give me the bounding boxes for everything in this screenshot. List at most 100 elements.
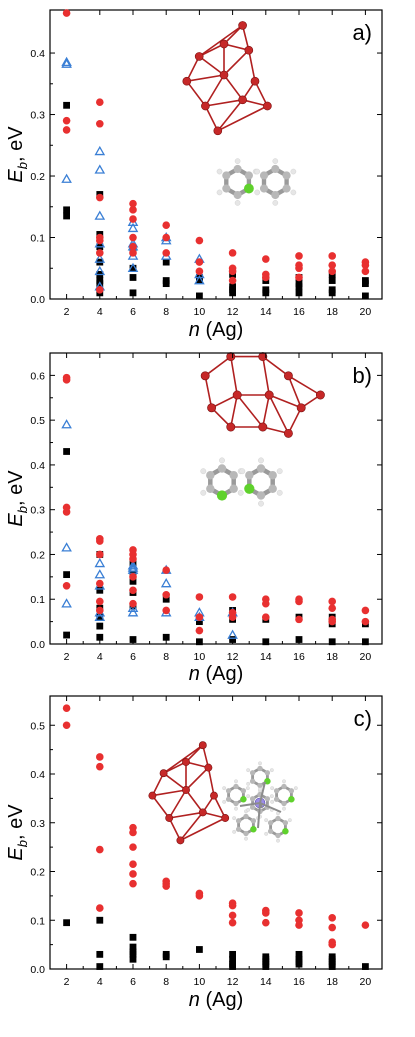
molecule-hydrogen [264, 818, 269, 823]
data-point-square [229, 963, 236, 970]
x-axis-unit: (Ag) [200, 663, 243, 685]
data-point-triangle [127, 602, 139, 612]
y-tick-label: 0.4 [30, 48, 45, 60]
molecule-atom [282, 820, 289, 826]
x-tick-label: 18 [326, 976, 338, 988]
y-tick-label: 0.0 [30, 294, 45, 306]
molecule-atom [281, 783, 287, 790]
data-point-circle [328, 940, 337, 949]
x-tick-label: 14 [260, 651, 272, 663]
data-point-triangle [94, 265, 106, 276]
panel-label: b) [352, 363, 372, 388]
data-point-circle [295, 615, 303, 624]
data-point-square [362, 280, 369, 288]
data-point-circle [295, 252, 303, 260]
data-point-triangle [94, 557, 106, 568]
data-point-square [295, 289, 303, 297]
cluster-atom [198, 808, 207, 817]
data-point-circle [295, 909, 303, 917]
molecule-hydrogen [254, 189, 261, 196]
data-point-circle [228, 613, 237, 621]
data-point-circle [129, 233, 137, 242]
data-point-square [96, 613, 104, 621]
data-point-square [63, 101, 70, 109]
chart-panel: 0.0 0.1 0.2 0.3 0.4 0.5 0.6 2 4 6 8 10 12 14 16 18 20 b) n… [5, 352, 383, 685]
x-tick-label: 2 [64, 976, 70, 988]
cluster-bond [152, 789, 187, 797]
data-point-triangle [160, 578, 172, 588]
data-point-circle [262, 918, 270, 927]
y-axis-variable: E [5, 169, 27, 183]
cluster-atom [148, 791, 157, 800]
x-tick-label: 20 [360, 306, 372, 318]
molecule-atom [271, 190, 280, 200]
cluster-bond [287, 407, 302, 434]
molecule-hydrogen [237, 489, 244, 496]
y-tick-label: 0.4 [30, 460, 45, 472]
data-point-triangle [61, 542, 72, 552]
data-point-circle [295, 597, 303, 606]
data-point-square [262, 638, 270, 646]
molecule-atom [243, 830, 249, 837]
molecule-hydrogen [246, 768, 251, 773]
data-point-square [129, 577, 137, 585]
data-point-circle [96, 98, 104, 107]
molecule-hydrogen [269, 794, 274, 799]
data-point-circle [129, 870, 137, 878]
molecule-atom [233, 164, 242, 174]
data-point-circle [162, 882, 170, 890]
data-point-circle [262, 273, 270, 282]
cluster-bond [287, 375, 321, 396]
data-point-triangle [94, 611, 106, 621]
data-point-circle [62, 116, 71, 125]
molecule-atom [233, 800, 239, 807]
cluster-atom [219, 70, 229, 80]
x-axis-label: n (Ag) [189, 319, 243, 341]
molecule-atom [256, 491, 266, 500]
x-tick-label: 14 [260, 976, 272, 988]
molecule-atom [275, 832, 281, 839]
x-tick-label: 6 [130, 306, 136, 318]
data-point-circle [328, 252, 337, 260]
panel-label: c) [354, 706, 372, 731]
data-point-square [63, 448, 70, 455]
x-tick-label: 14 [260, 306, 272, 318]
cluster-bond [163, 744, 204, 774]
data-point-circle [328, 267, 337, 276]
data-point-circle [62, 721, 71, 730]
molecule-hydrogen [222, 799, 227, 804]
y-axis-label: Eb, eV [5, 804, 30, 861]
molecule-atom [229, 471, 238, 480]
molecule-hydrogen [254, 168, 261, 175]
x-tick-label: 10 [194, 976, 206, 988]
x-tick-label: 6 [130, 976, 136, 988]
data-point-triangle [194, 275, 205, 285]
data-point-circle [195, 626, 204, 635]
data-point-square [96, 916, 104, 924]
molecule-atom [268, 484, 277, 493]
molecule-hydrogen [276, 489, 283, 496]
cluster-bond [204, 74, 225, 107]
x-tick-label: 20 [360, 976, 372, 988]
cluster-bond [151, 772, 165, 796]
cluster-atom [283, 371, 293, 381]
y-tick-label: 0.6 [30, 370, 45, 382]
x-tick-label: 8 [163, 976, 169, 988]
y-tick-label: 0.3 [30, 505, 45, 517]
molecule-atom [282, 171, 291, 180]
data-point-circle [96, 762, 104, 771]
data-point-square [362, 963, 369, 970]
molecule-atom [217, 464, 227, 473]
cluster-bond [217, 99, 244, 132]
data-point-circle [361, 267, 370, 276]
cluster-atom [238, 95, 247, 105]
cluster-atom [221, 814, 230, 822]
molecule-hydrogen [258, 787, 262, 792]
panel-label: a) [352, 20, 372, 45]
cluster-bond [204, 375, 213, 408]
data-point-triangle [61, 598, 72, 608]
molecule-heteroatom [216, 490, 228, 501]
data-point-circle [361, 617, 370, 626]
data-point-square [328, 638, 336, 646]
cluster-atom [182, 758, 190, 766]
